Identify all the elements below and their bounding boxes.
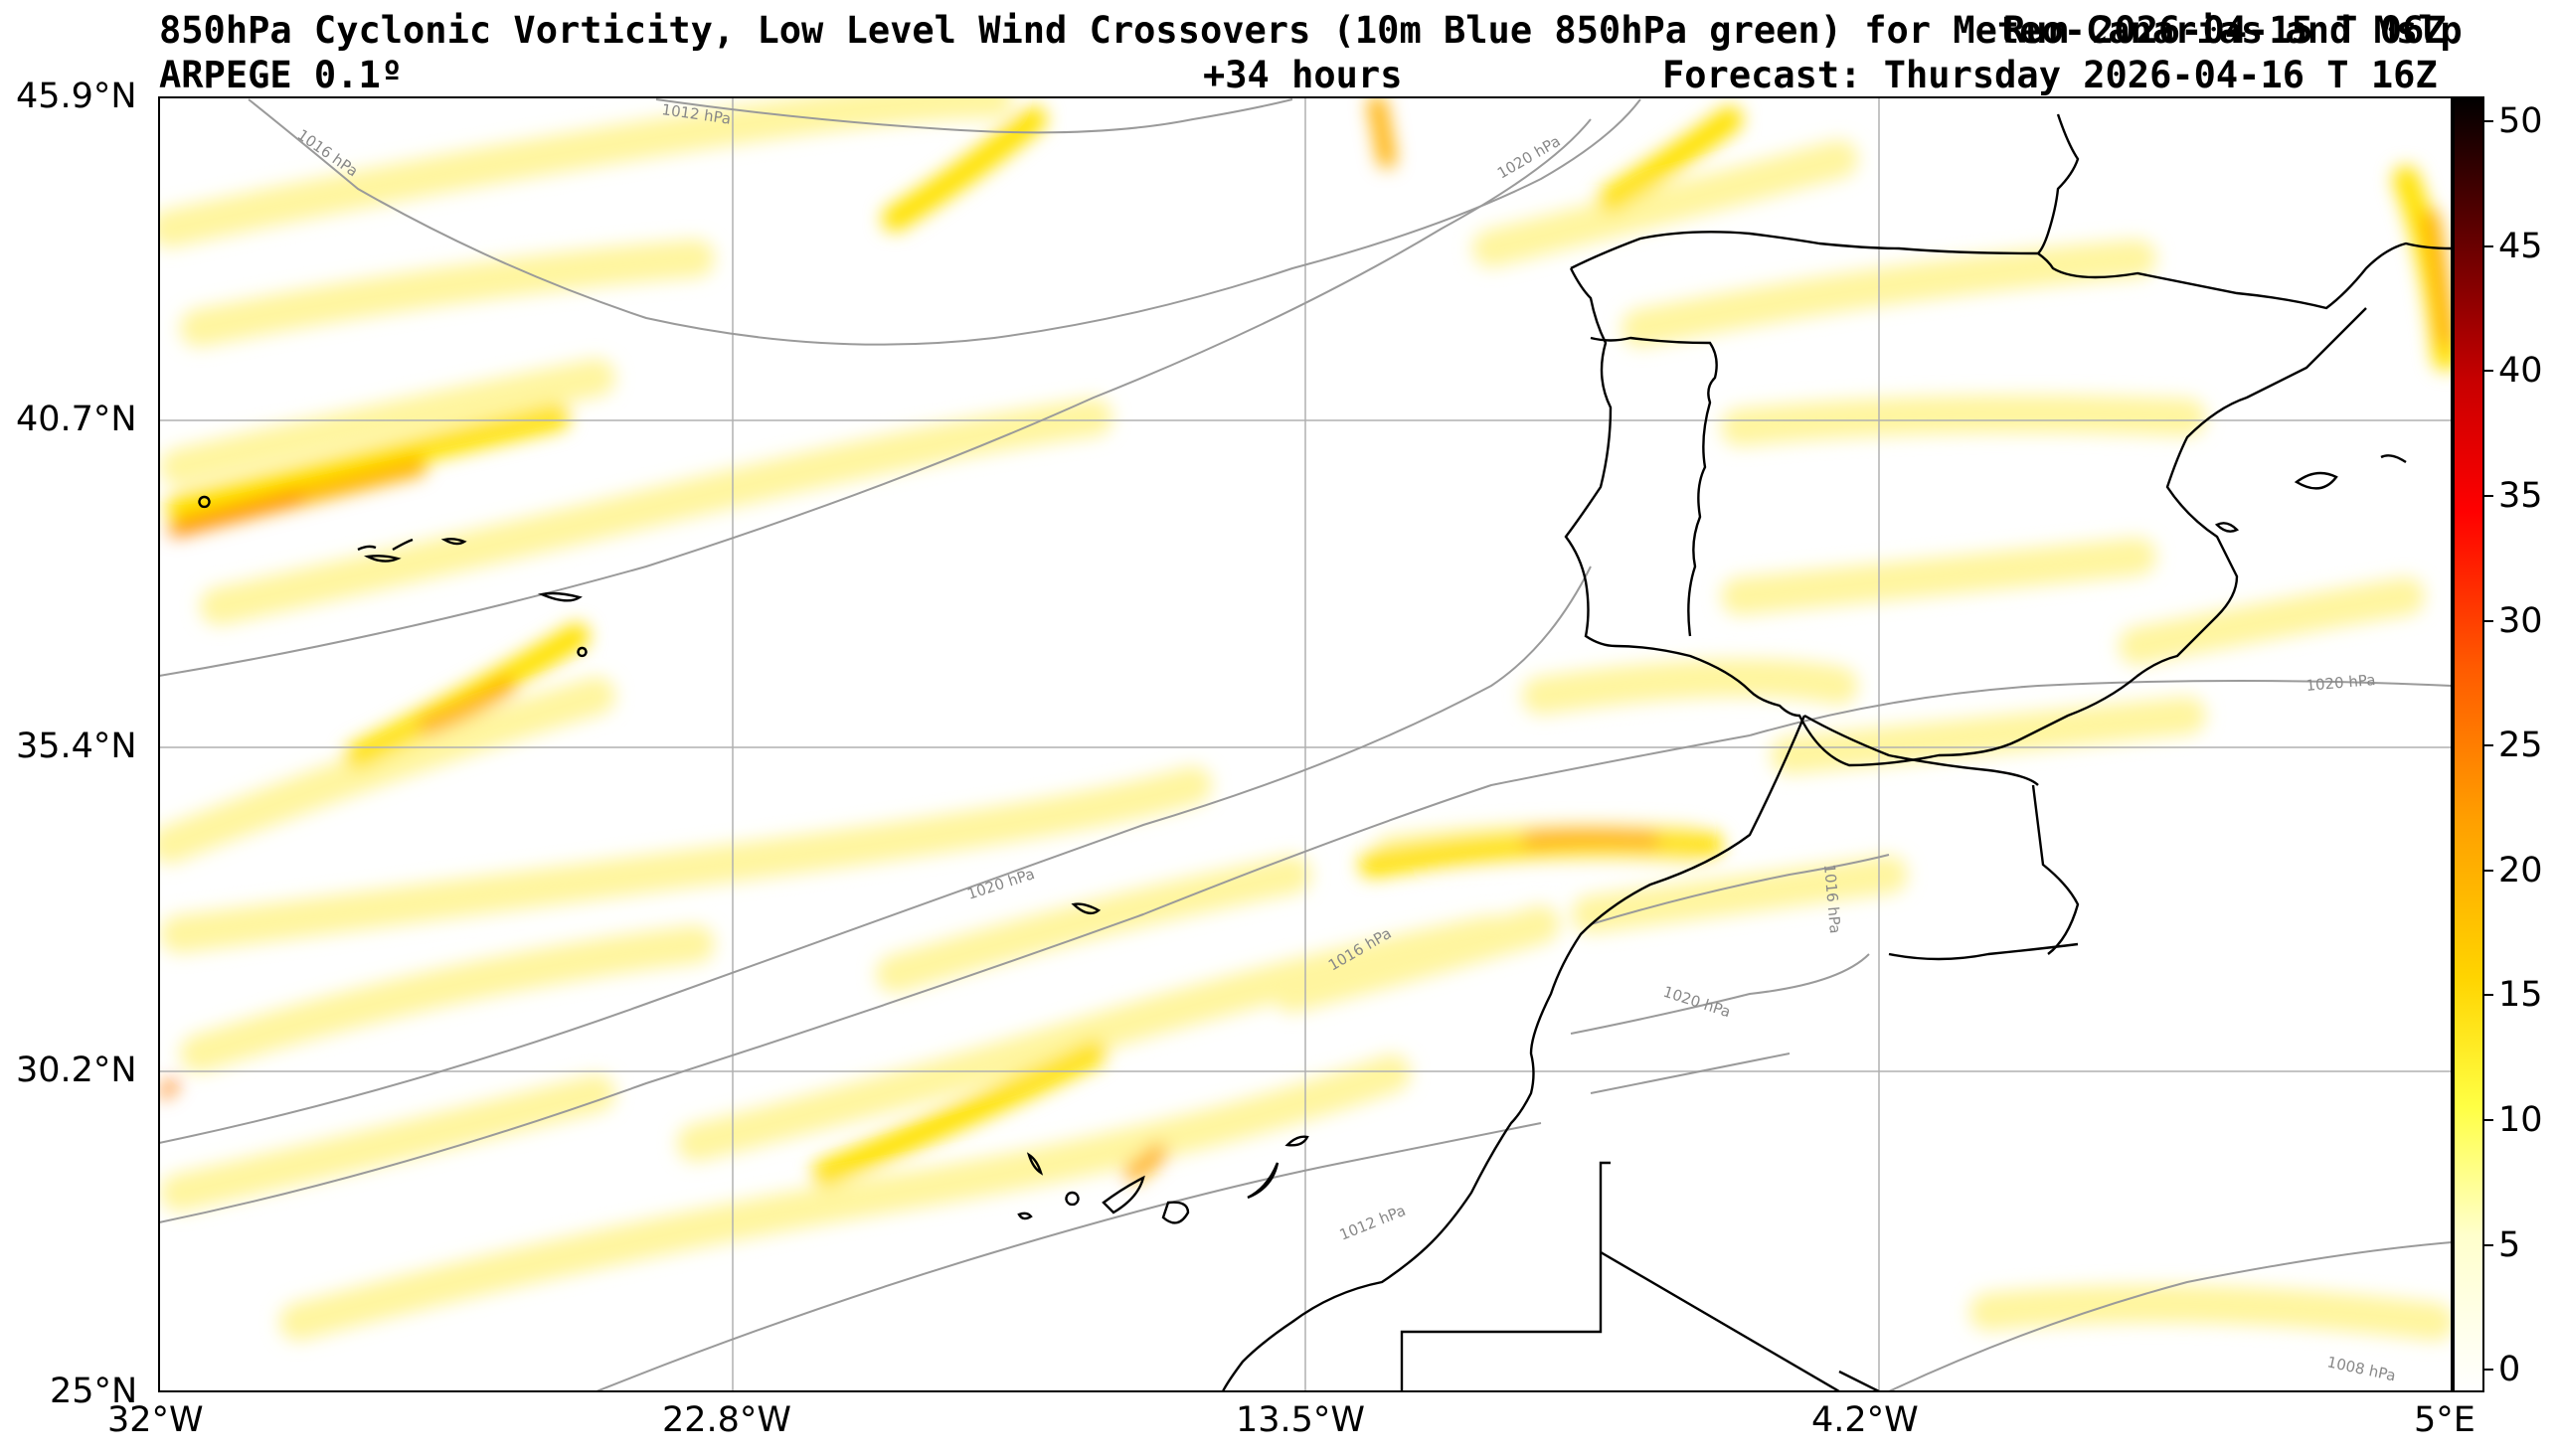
isobar-1016-atlas [1590, 854, 1890, 925]
africa-west-coast [1221, 715, 1806, 1391]
lat-label-30-2n: 30.2°N [16, 1051, 137, 1090]
isobar-1020-central [159, 566, 1592, 1144]
isobar-1020-atlas [1570, 953, 1870, 1035]
lead-time-label: +34 hours [1203, 54, 1403, 96]
lat-label-45-9n: 45.9°N [16, 77, 137, 116]
portugal-border [1590, 336, 1718, 637]
vorticity-field [159, 97, 2452, 1341]
island-azores-graciosa [357, 545, 377, 552]
graticule [159, 97, 2452, 1391]
lat-label-40-7n: 40.7°N [16, 400, 137, 439]
france-coast [2037, 113, 2080, 254]
lon-label-13-5w: 13.5°W [1236, 1400, 1366, 1440]
iberia-north-coast [1570, 231, 2452, 310]
colorbar-label-50: 50 [2498, 101, 2543, 141]
isobar-1020-west [159, 118, 1592, 677]
island-azores-pico [392, 538, 414, 552]
lon-label-32w: 32°W [107, 1400, 204, 1440]
isobar-1016-central [159, 734, 1751, 1223]
island-azores-santa-maria [577, 646, 588, 658]
mauritania-border [1400, 1161, 1611, 1391]
lon-label-5e: 5°E [2414, 1400, 2475, 1440]
lon-label-22-8w: 22.8°W [662, 1400, 792, 1440]
iberia-east-coast [1564, 267, 2367, 767]
model-label: ARPEGE 0.1º [159, 54, 404, 96]
island-azores-flores [198, 495, 211, 509]
isobar-1012-north [655, 98, 1293, 134]
forecast-label: Forecast: Thursday 2026-04-16 T 16Z [1662, 54, 2438, 96]
morocco-algeria-border [2031, 784, 2080, 955]
isobar-1020-med [1749, 680, 2452, 736]
colorbar [2453, 96, 2484, 1392]
border-fragment [1838, 1370, 1880, 1391]
island-azores-sao-jorge [363, 555, 402, 563]
colorbar-label-10: 10 [2498, 1100, 2543, 1140]
island-azores-terceira [440, 538, 467, 546]
colorbar-label-25: 25 [2498, 726, 2543, 765]
colorbar-label-35: 35 [2498, 476, 2543, 516]
island-madeira [1071, 902, 1102, 915]
island-mallorca [2294, 471, 2338, 490]
colorbar-label-5: 5 [2498, 1225, 2521, 1265]
isobar-1016-north [248, 98, 1641, 346]
colorbar-label-30: 30 [2498, 601, 2543, 641]
map-frame [158, 96, 2453, 1392]
island-tenerife [1102, 1175, 1145, 1214]
run-label: Run 2026-04-15 T 06Z [2003, 9, 2447, 52]
isobar-1012-south [596, 1122, 1542, 1391]
chart-title: 850hPa Cyclonic Vorticity, Low Level Win… [159, 9, 2463, 52]
island-lanzarote [1284, 1135, 1309, 1147]
colorbar-label-15: 15 [2498, 975, 2543, 1015]
island-menorca [2380, 454, 2407, 464]
islands [198, 454, 2407, 1224]
isobars [159, 98, 2452, 1391]
island-la-gomera [1065, 1191, 1080, 1207]
colorbar-label-20: 20 [2498, 851, 2543, 890]
island-azores-sao-miguel [537, 591, 583, 602]
colorbar-ticks [2483, 120, 2493, 1371]
island-ibiza [2214, 522, 2240, 533]
island-gran-canaria [1161, 1201, 1190, 1224]
isobar-atlas-minor [1590, 1052, 1791, 1094]
isobar-1008-south [1888, 1241, 2452, 1391]
island-el-hierro [1017, 1212, 1033, 1220]
algeria-mali-border [1600, 1250, 1840, 1391]
africa-north-coast [1803, 714, 2039, 786]
algeria-coast-segment [1888, 942, 2079, 961]
lat-label-25n: 25°N [50, 1372, 138, 1411]
colorbar-label-45: 45 [2498, 227, 2543, 266]
coastlines [1221, 113, 2452, 1391]
lat-label-35-4n: 35.4°N [16, 727, 137, 766]
island-fuerteventura [1247, 1162, 1280, 1200]
colorbar-label-40: 40 [2498, 351, 2543, 391]
island-la-palma [1026, 1152, 1044, 1176]
lon-label-4-2w: 4.2°W [1811, 1400, 1919, 1440]
colorbar-label-0: 0 [2498, 1350, 2521, 1389]
